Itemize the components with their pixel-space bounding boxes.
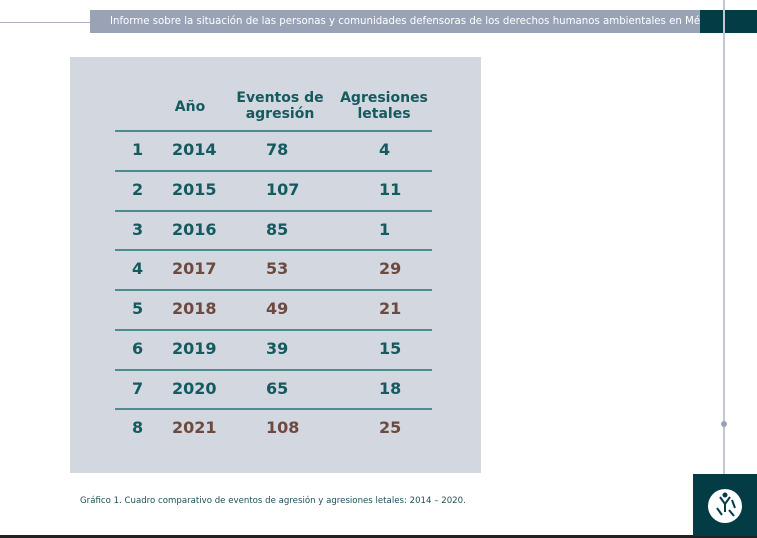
organization-logo-icon [708, 489, 742, 523]
events-cell: 39 [266, 339, 289, 358]
row-number: 6 [132, 339, 144, 358]
year-cell: 2019 [172, 339, 217, 358]
events-cell: 107 [266, 180, 300, 199]
year-cell: 2017 [172, 259, 217, 278]
lethal-cell: 15 [379, 339, 402, 358]
row-number: 3 [132, 220, 144, 239]
row-number: 2 [132, 180, 144, 199]
year-cell: 2021 [172, 418, 217, 437]
row-number: 5 [132, 299, 144, 318]
year-cell: 2015 [172, 180, 217, 199]
report-header: Informe sobre la situación de las person… [90, 10, 753, 33]
year-cell: 2016 [172, 220, 217, 239]
row-divider [115, 329, 432, 331]
row-number: 7 [132, 379, 144, 398]
events-cell: 49 [266, 299, 289, 318]
header-rule [0, 22, 90, 23]
lethal-cell: 25 [379, 418, 402, 437]
column-header-year: Año [174, 99, 206, 115]
margin-dot [721, 421, 727, 427]
year-cell: 2018 [172, 299, 217, 318]
lethal-cell: 18 [379, 379, 402, 398]
header-accent-block [700, 10, 757, 33]
events-cell: 85 [266, 220, 289, 239]
logo-box [693, 474, 757, 536]
page-bottom-rule [0, 535, 757, 538]
column-header-lethal: Agresiones letales [340, 90, 428, 122]
lethal-cell: 21 [379, 299, 402, 318]
row-divider [115, 249, 432, 251]
row-divider [115, 408, 432, 410]
row-divider [115, 170, 432, 172]
lethal-cell: 4 [379, 140, 391, 159]
events-cell: 78 [266, 140, 289, 159]
year-cell: 2020 [172, 379, 217, 398]
events-cell: 65 [266, 379, 289, 398]
events-cell: 108 [266, 418, 300, 437]
row-number: 4 [132, 259, 144, 278]
row-divider [115, 369, 432, 371]
lethal-cell: 1 [379, 220, 391, 239]
lethal-cell: 29 [379, 259, 402, 278]
row-number: 8 [132, 418, 144, 437]
column-header-events: Eventos de agresión [236, 90, 324, 122]
figure-caption: Gráfico 1. Cuadro comparativo de eventos… [80, 496, 466, 506]
row-divider [115, 289, 432, 291]
year-cell: 2014 [172, 140, 217, 159]
lethal-cell: 11 [379, 180, 402, 199]
events-cell: 53 [266, 259, 289, 278]
margin-rule [723, 0, 725, 475]
row-divider [115, 130, 432, 132]
row-divider [115, 210, 432, 212]
row-number: 1 [132, 140, 144, 159]
data-table: Año Eventos de agresión Agresiones letal… [70, 57, 481, 473]
